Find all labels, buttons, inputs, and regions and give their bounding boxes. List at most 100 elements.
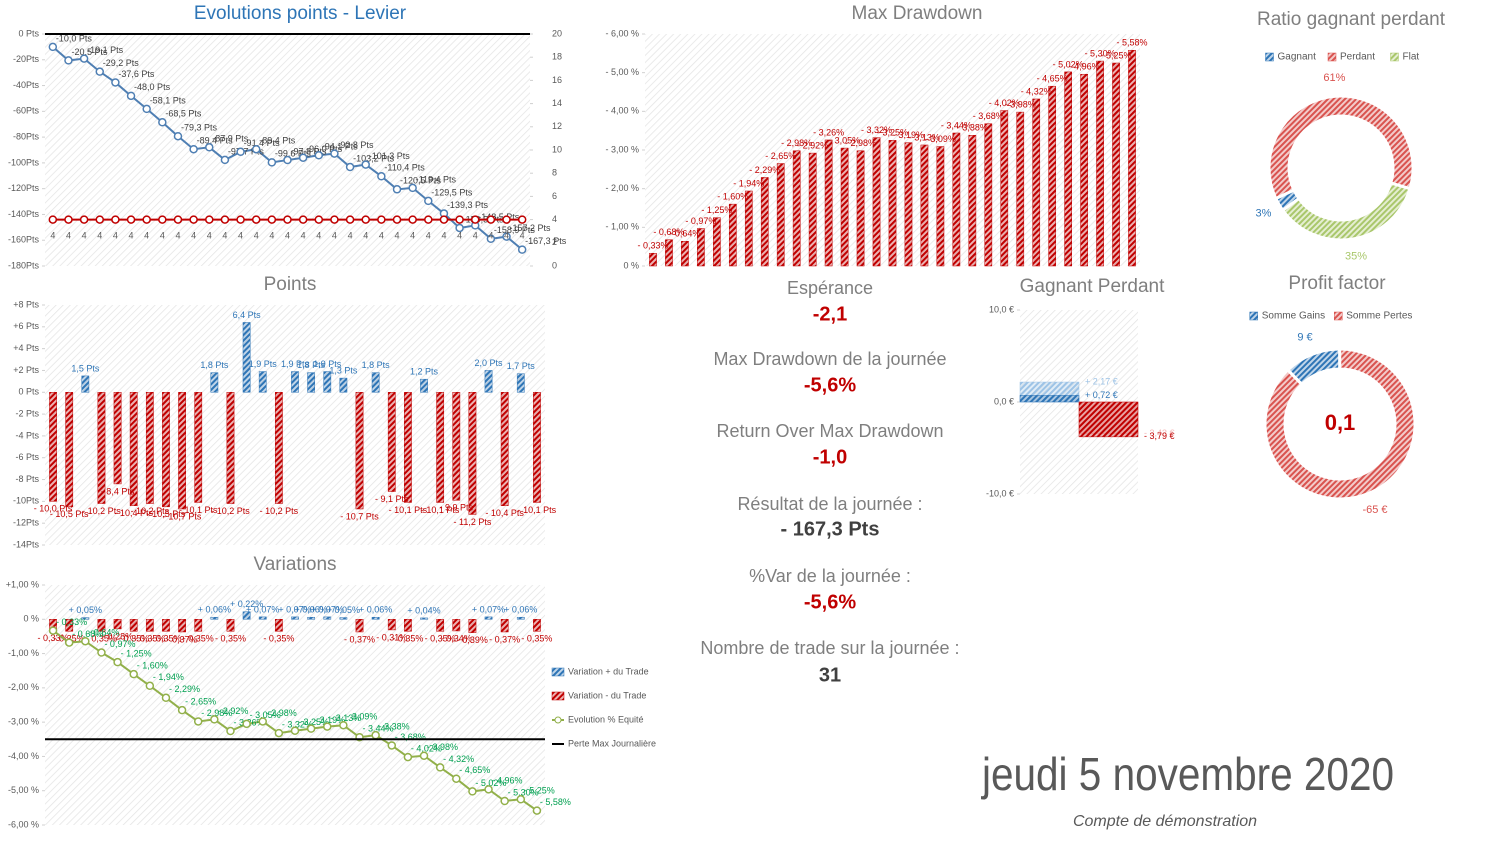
value-label: - 3,68% — [395, 732, 426, 742]
value-label: -101,3 Pts — [369, 151, 411, 161]
bar — [1128, 49, 1136, 267]
bar — [339, 377, 348, 393]
y-tick-label: -100Pts — [8, 157, 40, 167]
y-tick-label: -14Pts — [13, 539, 40, 549]
value-label: 35% — [1345, 251, 1367, 263]
value-label: -68,5 Pts — [165, 109, 202, 119]
value-label: - 2,98% — [266, 708, 297, 718]
bar — [533, 392, 541, 503]
doughnut-segment — [1280, 181, 1412, 242]
kpi-label: Espérance — [787, 278, 873, 298]
point — [64, 56, 73, 65]
y2-tick-label: 12 — [552, 121, 562, 131]
y-tick-label: -60Pts — [13, 106, 40, 116]
bar — [291, 616, 299, 620]
value-label: 4 — [332, 230, 337, 240]
value-label: -37,6 Pts — [118, 69, 155, 79]
point — [306, 724, 316, 733]
bar — [1016, 111, 1025, 267]
value-label: 9 € — [1297, 332, 1312, 344]
legend-label: Flat — [1403, 52, 1420, 63]
value-label: + 0,07% — [311, 604, 344, 614]
value-label: - 3,32% — [282, 719, 313, 729]
point — [283, 155, 292, 165]
value-label: - 0,35% — [263, 634, 294, 644]
y-tick-label: - 4,00 % — [605, 106, 639, 116]
y-tick-label: -12Pts — [13, 518, 40, 528]
point — [48, 42, 58, 52]
point — [81, 636, 90, 646]
y2-tick-label: 4 — [552, 214, 557, 224]
value-label: 4 — [97, 230, 102, 240]
point — [64, 638, 74, 647]
value-label: 2,0 Pts — [475, 358, 504, 368]
y-tick-label: -160Pts — [8, 235, 40, 245]
point — [517, 215, 527, 224]
value-label: 1,3 Pts — [329, 365, 358, 375]
value-label: -79,3 Pts — [181, 123, 218, 133]
value-label: - 3,19% — [314, 715, 345, 725]
bar — [274, 392, 283, 504]
legend-swatch — [551, 691, 565, 701]
bar — [936, 146, 945, 267]
value-label: 4 — [301, 230, 306, 240]
point — [361, 160, 370, 169]
point — [377, 215, 386, 224]
point — [173, 215, 183, 224]
point — [251, 144, 261, 154]
point — [484, 785, 493, 794]
bar — [420, 378, 428, 393]
bar — [178, 619, 186, 633]
y-tick-label: 0 Pts — [18, 387, 39, 397]
value-label: - 10,4 Pts — [114, 508, 153, 518]
value-label: 4 — [113, 230, 118, 240]
value-label: 4 — [207, 230, 212, 240]
kpi-label: %Var de la journée : — [749, 566, 911, 586]
point — [267, 158, 277, 167]
bar — [194, 619, 203, 632]
legend-swatch — [1334, 311, 1343, 321]
bar — [500, 619, 509, 633]
bar — [824, 139, 833, 267]
point — [220, 155, 230, 165]
point — [251, 215, 261, 224]
y-tick-label: - 2,00 % — [605, 183, 639, 193]
value-label: - 9,1 Pts — [375, 494, 409, 504]
value-label: - 4,96% — [492, 776, 523, 786]
value-label: -110,4 Pts — [384, 163, 425, 173]
value-label: 1,9 Pts — [281, 359, 310, 369]
bar — [355, 619, 364, 633]
value-label: 4 — [426, 230, 431, 240]
value-label: -29,2 Pts — [103, 58, 140, 68]
value-label: - 3,05% — [829, 135, 860, 145]
point — [126, 91, 136, 101]
bar — [484, 616, 493, 620]
y-tick-label: -40Pts — [13, 80, 40, 90]
point — [392, 215, 402, 224]
value-label: - 3,25% — [877, 128, 908, 138]
value-label: - 0,35% — [183, 634, 214, 644]
value-label: - 0,64% — [669, 229, 700, 239]
date: jeudi 5 novembre 2020 — [980, 748, 1394, 800]
bar — [1032, 98, 1041, 267]
value-label: 4 — [66, 230, 71, 240]
value-label: - 3,44% — [363, 724, 394, 734]
value-label: + 0,06% — [198, 605, 231, 615]
y-tick-label: -2,00 % — [8, 682, 39, 692]
value-label: - 2,98% — [201, 708, 232, 718]
value-label: 1,5 Pts — [71, 363, 100, 373]
point — [455, 223, 464, 233]
value-label: 1,9 Pts — [313, 359, 342, 369]
point — [486, 215, 496, 224]
legend-label: Evolution % Equité — [568, 714, 644, 724]
value-label: -94,1 Pts — [322, 142, 359, 152]
value-label: + 0,06% — [504, 605, 537, 615]
bar — [728, 203, 737, 267]
y-tick-label: -180Pts — [8, 260, 40, 270]
value-label: - 2,29% — [169, 684, 200, 694]
value-label: - 0,35% — [134, 634, 165, 644]
bar — [178, 392, 186, 510]
value-label: - 4,02% — [989, 98, 1020, 108]
value-label: -97,7 Pts — [228, 146, 265, 156]
point — [48, 626, 58, 635]
